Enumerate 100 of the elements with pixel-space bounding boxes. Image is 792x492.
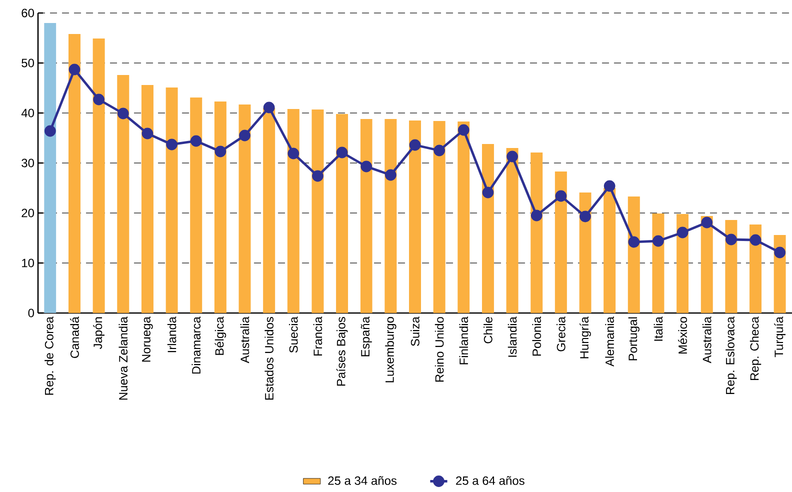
x-tick-label: Noruega bbox=[142, 316, 153, 362]
bar bbox=[652, 213, 664, 313]
bar bbox=[409, 120, 421, 313]
bar bbox=[214, 101, 226, 313]
x-tick-label: Italia bbox=[654, 316, 663, 341]
bar bbox=[530, 152, 543, 313]
point bbox=[555, 190, 567, 202]
y-tick-label: 30 bbox=[22, 158, 34, 168]
point bbox=[652, 235, 664, 247]
x-tick-label: Islandia bbox=[508, 316, 517, 357]
point bbox=[530, 210, 542, 222]
point bbox=[190, 135, 202, 147]
point bbox=[676, 226, 688, 238]
point bbox=[725, 234, 737, 246]
x-tick-label: Portugal bbox=[628, 317, 640, 360]
bar bbox=[676, 214, 689, 313]
y-tick-label: 60 bbox=[22, 8, 34, 18]
y-tick-label: 20 bbox=[22, 208, 34, 218]
x-tick-label: Nueva Zelandia bbox=[118, 316, 128, 400]
point bbox=[68, 64, 80, 76]
point bbox=[506, 150, 518, 162]
y-tick-label: 10 bbox=[22, 258, 34, 268]
bar bbox=[190, 97, 202, 313]
x-tick-label: Dinamarca bbox=[192, 316, 201, 374]
bar bbox=[336, 114, 348, 313]
x-tick-label: Hungría bbox=[580, 316, 591, 358]
bar bbox=[750, 224, 762, 313]
x-tick-label: Estados Unidos bbox=[264, 316, 274, 400]
point bbox=[336, 146, 348, 158]
y-tick-label: 50 bbox=[22, 58, 34, 68]
x-tick-label: Chile bbox=[484, 317, 492, 344]
x-tick-label: Australia bbox=[702, 316, 712, 364]
bar bbox=[117, 74, 130, 313]
bar bbox=[312, 109, 324, 313]
bar bbox=[433, 120, 446, 313]
point bbox=[409, 139, 421, 151]
x-tick-label: Suiza bbox=[410, 316, 420, 346]
point bbox=[166, 138, 178, 150]
bar bbox=[360, 118, 372, 313]
x-tick-label: Bélgica bbox=[214, 316, 226, 355]
x-tick-label: Francia bbox=[313, 316, 322, 356]
point bbox=[580, 210, 591, 222]
bar bbox=[44, 22, 56, 313]
bar bbox=[700, 216, 713, 313]
x-tick-label: Turquía bbox=[774, 316, 786, 358]
bar bbox=[68, 34, 80, 313]
point bbox=[750, 234, 762, 246]
point bbox=[214, 146, 226, 158]
bar bbox=[506, 148, 518, 313]
point bbox=[239, 130, 250, 142]
x-tick-label: Australia bbox=[240, 316, 250, 364]
bar bbox=[458, 121, 470, 313]
x-tick-label: Rep. Eslovaca bbox=[726, 316, 737, 394]
x-tick-label: Luxemburgo bbox=[385, 317, 396, 382]
point bbox=[628, 236, 640, 248]
point bbox=[288, 148, 300, 160]
point bbox=[701, 216, 713, 228]
point bbox=[482, 186, 494, 198]
x-tick-label: Rep. Checa bbox=[750, 316, 762, 380]
x-tick-label: Suecia bbox=[288, 316, 298, 353]
bar bbox=[238, 104, 251, 313]
point bbox=[263, 102, 275, 114]
point bbox=[434, 144, 446, 156]
bar bbox=[384, 118, 397, 313]
bar bbox=[579, 192, 592, 313]
x-tick-label: Japón bbox=[93, 317, 104, 350]
point bbox=[774, 246, 786, 258]
bar bbox=[287, 108, 300, 313]
point bbox=[384, 169, 396, 181]
point bbox=[312, 170, 324, 182]
x-tick-label: Reino Unido bbox=[434, 317, 444, 382]
x-tick-label: Canadá bbox=[70, 316, 79, 358]
x-tick-label: España bbox=[360, 316, 372, 356]
bar bbox=[92, 38, 105, 313]
x-tick-label: Finlandia bbox=[459, 316, 468, 364]
point bbox=[142, 128, 154, 140]
x-tick-label: Rep. de Corea bbox=[44, 316, 56, 395]
x-tick-label: Irlanda bbox=[167, 316, 176, 352]
point bbox=[93, 94, 105, 106]
point bbox=[458, 124, 470, 136]
bar bbox=[554, 171, 567, 313]
bar bbox=[604, 188, 616, 313]
point bbox=[360, 160, 372, 172]
bar bbox=[263, 108, 276, 313]
bar bbox=[141, 84, 154, 313]
x-tick-label: Países Bajos bbox=[336, 316, 348, 386]
point bbox=[117, 108, 129, 120]
x-tick-label: Grecia bbox=[556, 316, 566, 352]
bar bbox=[628, 196, 640, 313]
bar bbox=[482, 144, 494, 313]
point bbox=[44, 125, 56, 137]
y-tick-label: 40 bbox=[21, 108, 34, 118]
legend-label: 25 a 34 años bbox=[328, 476, 397, 485]
point bbox=[604, 180, 616, 192]
y-tick-label: 0 bbox=[28, 308, 34, 318]
bar bbox=[166, 87, 178, 313]
x-tick-label: México bbox=[678, 317, 688, 354]
x-tick-label: Polonia bbox=[532, 316, 542, 356]
x-tick-label: Alemania bbox=[605, 316, 614, 367]
legend-label: 25 a 64 años bbox=[456, 476, 524, 485]
